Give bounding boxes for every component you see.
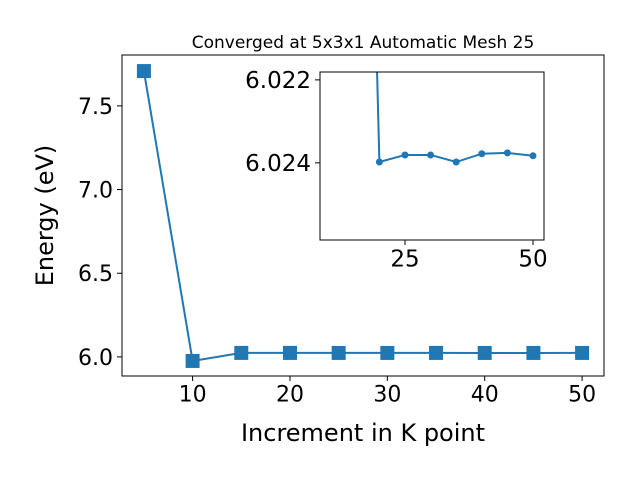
marker [477,345,492,360]
axes-frame [121,54,605,377]
plot-area [136,64,590,368]
y-tick-label: 6.5 [78,262,113,287]
line [142,70,583,363]
chart-title: Converged at 5x3x1 Automatic Mesh 25 [192,33,535,53]
x-tick-label: 30 [373,383,401,408]
x-axis-label: Increment in K point [241,419,485,447]
marker [234,345,249,360]
x-tick-label: 50 [568,383,596,408]
marker [575,345,590,360]
marker [375,158,383,166]
marker [331,345,346,360]
marker [429,345,444,360]
y-tick-label: 7.0 [78,178,113,203]
marker [478,150,486,158]
line [376,72,534,164]
y-tick-label: 6.024 [245,151,311,177]
x-tick-label: 20 [276,383,304,408]
y-axis-label: Energy (eV) [31,145,59,287]
marker [282,345,297,360]
marker [529,152,537,160]
marker [503,149,511,157]
x-tick-label: 40 [471,383,499,408]
x-tick-label: 25 [390,246,419,272]
marker [185,353,200,368]
y-tick-label: 7.5 [78,95,113,120]
marker [380,345,395,360]
plot-area [375,72,537,166]
marker [452,158,460,166]
marker [401,151,409,159]
axes-frame [319,71,545,241]
marker [427,151,435,159]
marker [526,345,541,360]
y-tick-label: 6.0 [78,346,113,371]
marker [136,64,151,79]
x-tick-label: 10 [179,383,207,408]
y-tick-label: 6.022 [245,68,311,94]
x-tick-label: 50 [518,246,547,272]
